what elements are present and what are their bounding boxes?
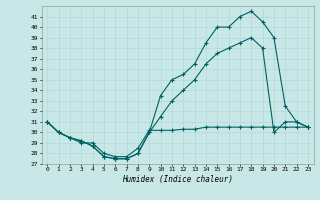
X-axis label: Humidex (Indice chaleur): Humidex (Indice chaleur): [122, 175, 233, 184]
